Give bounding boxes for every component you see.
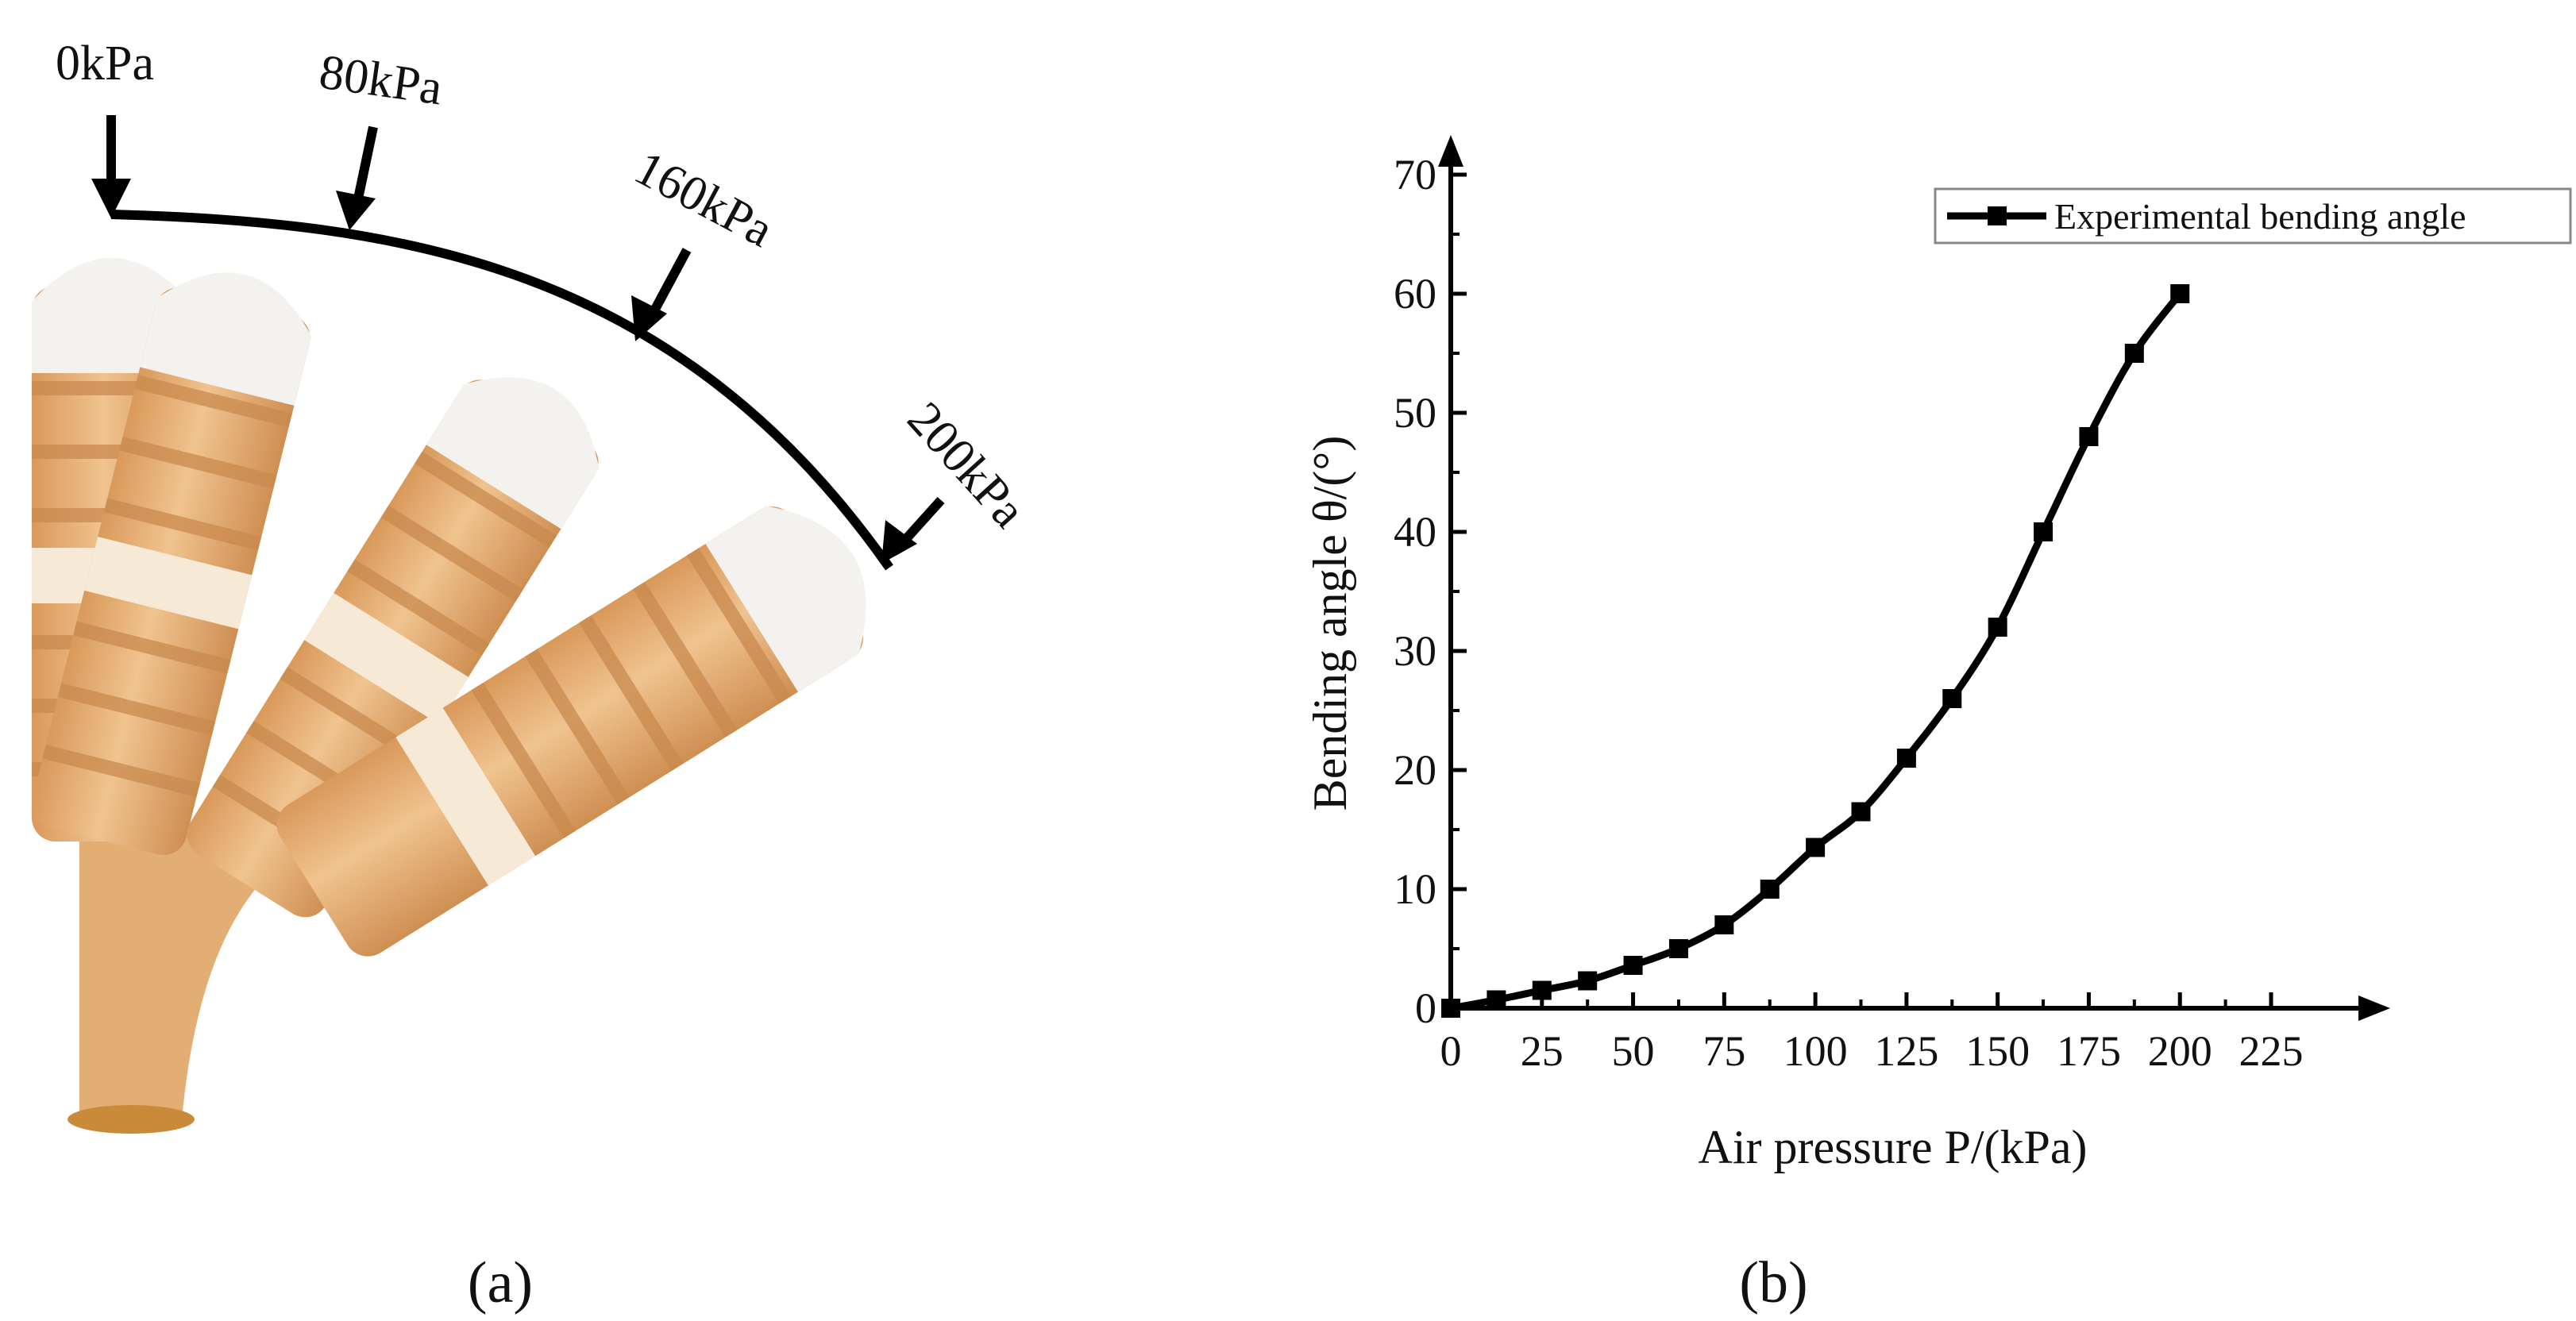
x-axis-title: Air pressure P/(kPa) bbox=[1699, 1121, 2088, 1173]
data-point bbox=[1896, 749, 1916, 768]
x-tick-label: 175 bbox=[2057, 1027, 2121, 1075]
actuator-base bbox=[67, 826, 262, 1134]
chart-legend: Experimental bending angle bbox=[1934, 187, 2572, 245]
actuator-200kpa bbox=[276, 506, 866, 957]
data-point bbox=[1441, 999, 1460, 1018]
data-point bbox=[1487, 990, 1506, 1010]
actuator-160kpa bbox=[187, 377, 600, 918]
caption-b: (b) bbox=[1739, 1250, 1807, 1315]
label-160kpa: 160kPa bbox=[626, 141, 781, 257]
y-tick-label: 60 bbox=[1394, 270, 1436, 318]
x-tick-label: 125 bbox=[1874, 1027, 1938, 1075]
x-tick-label: 0 bbox=[1440, 1027, 1462, 1075]
bending-arc bbox=[110, 210, 893, 571]
x-tick-label: 25 bbox=[1521, 1027, 1564, 1075]
y-tick-label: 40 bbox=[1394, 508, 1436, 556]
y-axis-title: Bending angle θ/(°) bbox=[1304, 436, 1356, 811]
data-point bbox=[1988, 618, 2007, 637]
data-point bbox=[1806, 838, 1826, 857]
data-point bbox=[1714, 915, 1734, 934]
legend-marker bbox=[1988, 206, 2007, 225]
actuator-photo-panel: 0kPa 80kPa 160kPa 200kPa (a) bbox=[0, 0, 1271, 1317]
data-point bbox=[1532, 980, 1552, 1000]
label-0kpa: 0kPa bbox=[56, 37, 154, 91]
x-tick-label: 150 bbox=[1965, 1027, 2030, 1075]
x-tick-label: 50 bbox=[1612, 1027, 1655, 1075]
data-point bbox=[1760, 880, 1780, 899]
y-tick-label: 10 bbox=[1394, 865, 1436, 913]
chart-series bbox=[1441, 284, 2190, 1018]
data-point bbox=[1851, 802, 1871, 822]
y-axis-arrow bbox=[1438, 135, 1463, 167]
pressure-arrows bbox=[91, 115, 945, 564]
series-line bbox=[1450, 291, 2183, 1012]
data-point bbox=[2170, 284, 2190, 303]
chart-panel: 0 25 50 75 100 125 150 175 200 225 0 10 20 30 40 50 60 70… bbox=[1271, 0, 2576, 1317]
data-point bbox=[2034, 522, 2053, 541]
bending-angle-chart: 0 25 50 75 100 125 150 175 200 225 0 10 20 30 40 50 60 70… bbox=[1304, 135, 2572, 1315]
data-point bbox=[1668, 939, 1688, 958]
chart-axes: 0 25 50 75 100 125 150 175 200 225 0 10 20 30 40 50 60 70 bbox=[1394, 135, 2390, 1075]
label-200kpa: 200kPa bbox=[897, 392, 1036, 538]
y-tick-label: 20 bbox=[1394, 746, 1436, 794]
actuator-80kpa bbox=[31, 272, 312, 856]
label-80kpa: 80kPa bbox=[316, 45, 445, 116]
y-tick-label: 0 bbox=[1415, 984, 1436, 1032]
data-point bbox=[1942, 689, 1962, 708]
y-tick-label: 50 bbox=[1394, 389, 1436, 437]
data-point bbox=[1578, 971, 1598, 991]
x-tick-label: 75 bbox=[1703, 1027, 1745, 1075]
x-tick-label: 200 bbox=[2148, 1027, 2212, 1075]
data-point bbox=[2124, 344, 2144, 363]
y-tick-label: 70 bbox=[1394, 151, 1436, 198]
caption-a: (a) bbox=[468, 1250, 533, 1315]
x-tick-label: 225 bbox=[2239, 1027, 2304, 1075]
legend-label: Experimental bending angle bbox=[2054, 196, 2466, 237]
data-point bbox=[2079, 427, 2099, 446]
x-axis-arrow bbox=[2358, 996, 2390, 1021]
data-point bbox=[1623, 956, 1643, 975]
x-tick-label: 100 bbox=[1784, 1027, 1848, 1075]
actuator-photo: 0kPa 80kPa 160kPa 200kPa (a) bbox=[31, 37, 1036, 1315]
y-tick-label: 30 bbox=[1394, 627, 1436, 675]
